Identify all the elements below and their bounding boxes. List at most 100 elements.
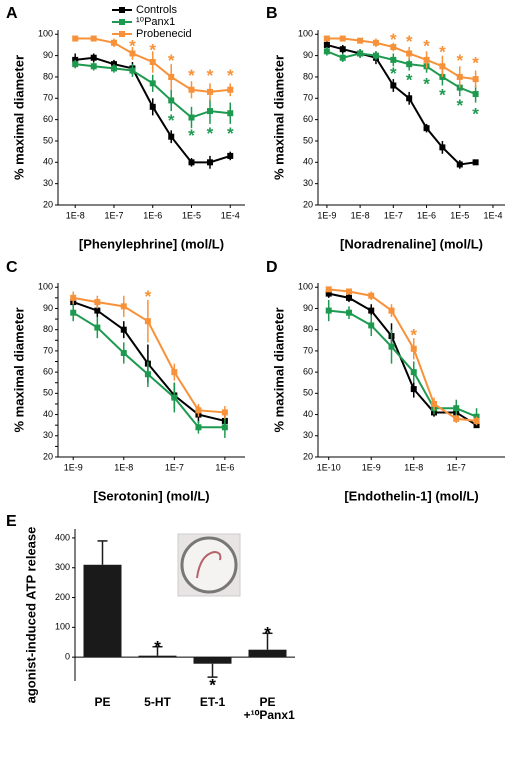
panel-letter: E [6,513,17,530]
y-tick-label: 90 [303,50,313,60]
panel-letter: D [266,259,278,276]
y-tick-label: 20 [303,451,313,461]
data-point [206,88,213,95]
panel-letter: C [6,259,18,276]
x-tick-label: 1E-8 [351,210,370,220]
data-point [110,39,117,46]
data-point [168,133,175,140]
x-tick-label: 1E-9 [317,210,336,220]
data-point [357,50,364,57]
y-tick-label: 70 [43,93,53,103]
significance-star: * [423,75,430,94]
data-point [206,108,213,115]
y-tick-label: 60 [43,366,53,376]
data-point [171,394,178,401]
y-tick-label: 80 [303,71,313,81]
y-tick-label: 50 [43,388,53,398]
x-tick-label: 5-HT [144,695,171,709]
data-point [149,59,156,66]
data-point [221,424,228,431]
data-point [368,292,375,299]
data-point [453,405,460,412]
series-line [326,43,476,166]
y-tick-label: 50 [303,135,313,145]
significance-star: * [168,111,175,130]
x-tick-label: 1E-6 [215,462,234,472]
data-point [227,110,234,117]
data-point [70,294,77,301]
significance-star: * [207,66,214,85]
panel-letter: A [6,5,18,22]
data-point [410,345,417,352]
data-point [90,54,97,61]
data-point [94,324,101,331]
significance-star: * [390,30,397,49]
data-point [120,350,127,357]
bar [83,564,122,658]
significance-star: * [406,32,413,51]
y-tick-label: 70 [303,345,313,355]
data-point [339,54,346,61]
data-point [368,307,375,314]
data-point [227,152,234,159]
x-tick-label: 1E-5 [182,210,201,220]
bar [138,655,177,658]
data-point [227,86,234,93]
legend-marker [119,31,125,37]
data-point [325,286,332,293]
data-point [345,309,352,316]
legend-marker [119,7,125,13]
y-tick-label: 90 [43,50,53,60]
data-point [390,82,397,89]
data-point [149,103,156,110]
y-tick-label: 90 [303,303,313,313]
y-tick-label: 90 [43,303,53,313]
data-point [410,386,417,393]
significance-star: * [145,287,152,306]
data-point [129,50,136,57]
x-axis-label: [Endothelin-1] (mol/L) [344,488,478,503]
data-point [388,307,395,314]
y-tick-label: 80 [43,324,53,334]
y-tick-label: 30 [303,430,313,440]
data-point [339,35,346,42]
data-point [368,322,375,329]
series-line [73,296,225,414]
series-line [328,292,478,427]
significance-star: * [188,66,195,85]
significance-star: * [168,51,175,70]
legend-marker [119,19,125,25]
x-axis-label: [Noradrenaline] (mol/L) [340,236,483,251]
y-tick-label: 40 [303,157,313,167]
data-point [188,86,195,93]
y-tick-label: 30 [43,178,53,188]
data-point [439,63,446,70]
significance-star: * [410,325,417,344]
data-point [372,39,379,46]
x-tick-label: 1E-7 [165,462,184,472]
data-point [323,35,330,42]
data-point [423,56,430,63]
data-point [72,35,79,42]
significance-star: * [423,36,430,55]
data-point [171,369,178,376]
x-tick-label: PE [94,695,110,709]
significance-star: * [129,36,136,55]
series-line [326,50,476,95]
x-tick-label: 1E-7 [104,210,123,220]
y-tick-label: 60 [303,366,313,376]
x-tick-label: 1E-9 [362,462,381,472]
y-tick-label: 400 [55,532,70,542]
data-point [472,91,479,98]
significance-star: * [406,70,413,89]
data-point [390,56,397,63]
significance-star: * [207,124,214,143]
data-point [72,61,79,68]
y-tick-label: 100 [38,282,53,292]
legend-label: ¹⁰Panx1 [136,16,175,28]
x-axis-label: [Serotonin] (mol/L) [93,488,209,503]
y-axis-label: agonist-induced ATP release [23,527,38,704]
significance-star: * [472,53,479,72]
data-point [221,409,228,416]
